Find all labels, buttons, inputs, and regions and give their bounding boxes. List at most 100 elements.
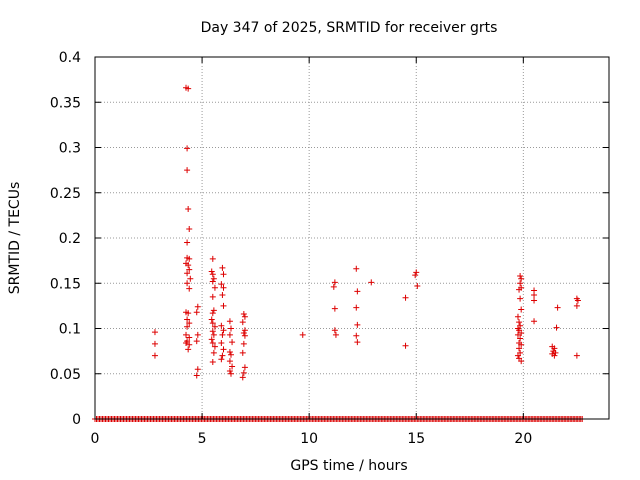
- data-point: [208, 336, 215, 343]
- data-point: [332, 331, 339, 338]
- data-point: [368, 279, 375, 286]
- data-point: [226, 331, 233, 338]
- data-point: [531, 292, 538, 299]
- data-point: [518, 306, 525, 313]
- data-point: [186, 341, 193, 348]
- y-tick-label: 0.05: [50, 367, 81, 383]
- data-point: [299, 331, 306, 338]
- data-point: [184, 145, 191, 152]
- data-point: [194, 331, 201, 338]
- data-point: [183, 339, 190, 346]
- data-point: [185, 85, 192, 92]
- data-point: [239, 349, 246, 356]
- data-point: [208, 268, 215, 275]
- data-point: [241, 313, 248, 320]
- x-tick-label: 20: [514, 431, 532, 447]
- data-point: [220, 271, 227, 278]
- data-point: [183, 331, 190, 338]
- y-tick-label: 0.3: [59, 141, 81, 157]
- data-point: [193, 338, 200, 345]
- data-point: [241, 364, 248, 371]
- data-point: [518, 275, 525, 282]
- data-point: [227, 351, 234, 358]
- data-point: [354, 288, 361, 295]
- y-tick-label: 0.2: [59, 231, 81, 247]
- data-point: [240, 330, 247, 337]
- data-point: [184, 323, 191, 330]
- data-point: [331, 327, 338, 334]
- data-point: [353, 304, 360, 311]
- data-point: [151, 340, 158, 347]
- data-point: [573, 352, 580, 359]
- x-tick-label: 5: [198, 431, 207, 447]
- data-point: [194, 303, 201, 310]
- data-point: [186, 285, 193, 292]
- data-point: [220, 302, 227, 309]
- data-point: [331, 305, 338, 312]
- data-point: [184, 316, 191, 323]
- data-point: [353, 332, 360, 339]
- data-point: [218, 322, 225, 329]
- data-point: [517, 335, 524, 342]
- data-point: [517, 280, 524, 287]
- x-tick-label: 0: [91, 431, 100, 447]
- y-axis-label: SRMTID / TECUs: [7, 182, 23, 295]
- y-tick-label: 0.15: [50, 276, 81, 292]
- data-point: [186, 255, 193, 262]
- data-point: [185, 206, 192, 213]
- data-point: [517, 273, 524, 280]
- data-point: [193, 309, 200, 316]
- data-point: [211, 343, 218, 350]
- data-point: [184, 239, 191, 246]
- data-point: [554, 304, 561, 311]
- data-point: [209, 328, 216, 335]
- data-point: [531, 297, 538, 304]
- data-point: [518, 330, 525, 337]
- data-point: [227, 370, 234, 377]
- data-point: [209, 293, 216, 300]
- x-axis-ticks: 0 5 10 15 20: [91, 57, 532, 447]
- x-axis-label: GPS time / hours: [290, 458, 407, 474]
- data-point: [220, 346, 227, 353]
- data-point: [516, 319, 523, 326]
- data-point: [414, 282, 421, 289]
- data-point: [184, 167, 191, 174]
- data-point: [185, 346, 192, 353]
- data-point: [553, 324, 560, 331]
- data-point: [226, 358, 233, 365]
- data-point: [209, 278, 216, 285]
- data-point: [186, 266, 193, 273]
- data-point: [211, 284, 218, 291]
- y-tick-label: 0.4: [59, 50, 81, 66]
- data-point: [516, 345, 523, 352]
- data-point: [227, 325, 234, 332]
- y-axis-ticks: 0 0.05 0.1 0.15 0.2 0.25 0.3 0.35 0.4: [50, 50, 609, 428]
- data-point: [402, 294, 409, 301]
- data-point: [354, 339, 361, 346]
- data-point: [151, 329, 158, 336]
- grid-lines: [95, 57, 609, 419]
- data-point: [241, 327, 248, 334]
- data-point: [185, 262, 192, 269]
- data-point: [240, 369, 247, 376]
- data-point: [193, 372, 200, 379]
- data-point: [209, 255, 216, 262]
- data-point: [551, 352, 558, 359]
- data-point: [531, 318, 538, 325]
- data-point: [220, 284, 227, 291]
- data-point: [220, 327, 227, 334]
- data-point: [219, 352, 226, 359]
- data-point: [552, 349, 559, 356]
- data-point: [186, 225, 193, 232]
- data-point: [229, 363, 236, 370]
- data-point: [209, 320, 216, 327]
- data-point: [239, 374, 246, 381]
- data-point: [226, 368, 233, 375]
- data-point: [194, 366, 201, 373]
- data-point: [226, 318, 233, 325]
- data-point: [218, 356, 225, 363]
- data-point: [184, 270, 191, 277]
- data-point: [412, 272, 419, 279]
- data-point: [573, 302, 580, 309]
